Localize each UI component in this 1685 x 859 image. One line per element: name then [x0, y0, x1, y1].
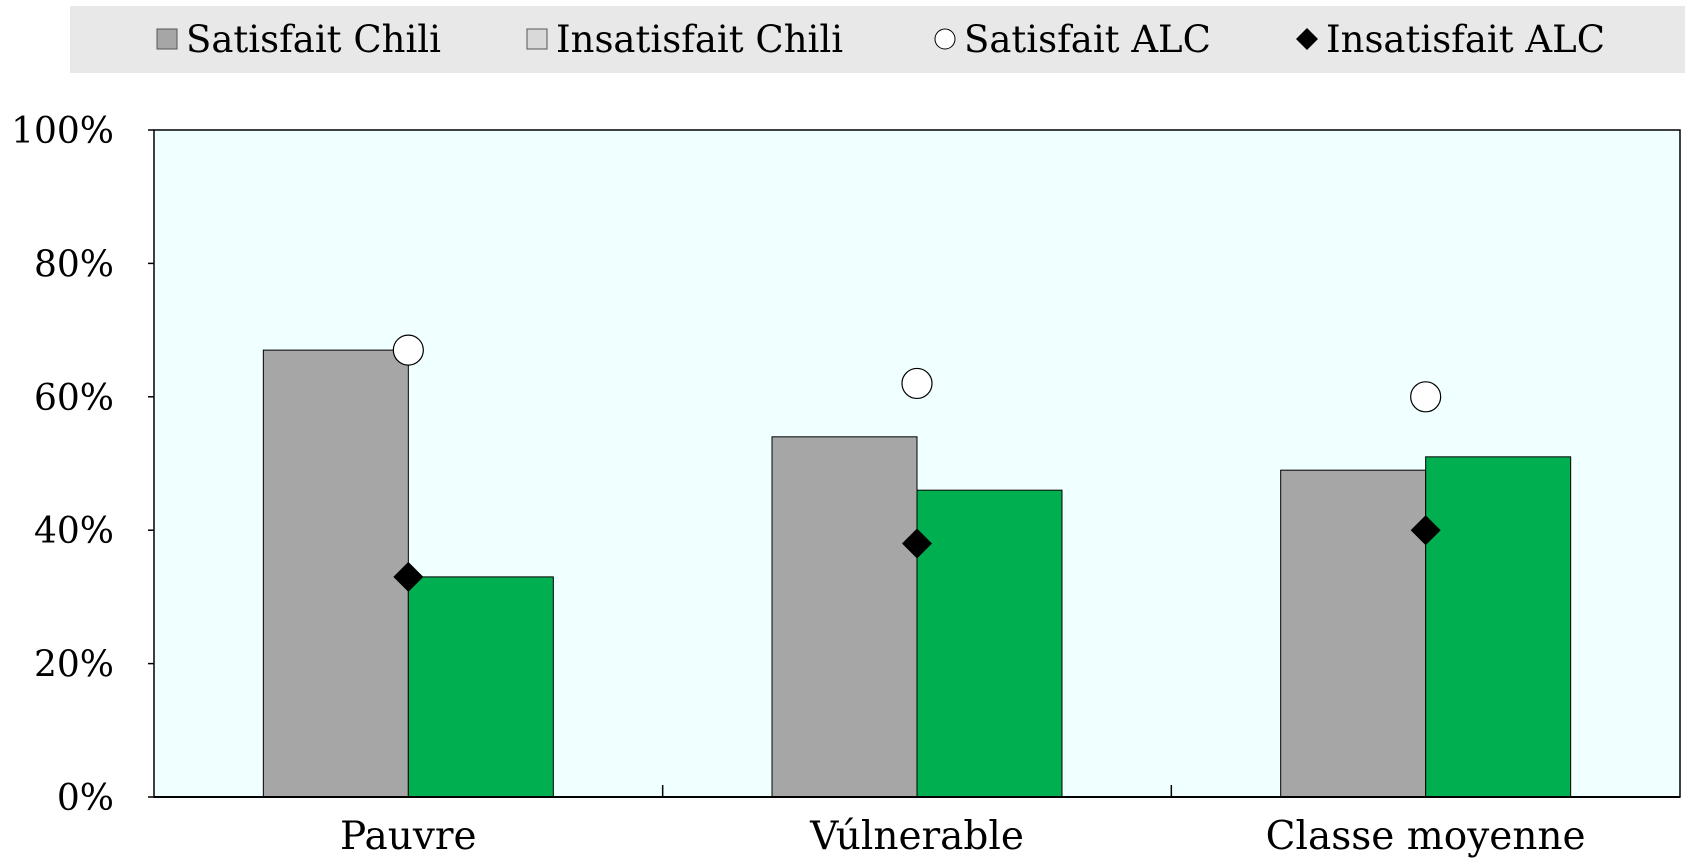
legend-marker-insatisfait-alc: [1296, 28, 1318, 50]
legend-background: [70, 6, 1685, 73]
legend-label-satisfait-chili: Satisfait Chili: [186, 18, 441, 61]
marker-insatisfait-alc-classe-moyenne: [1410, 515, 1441, 546]
bar-insatisfait-chili-vulnerable: [916, 489, 1063, 798]
x-tick-label: Vúlnerable: [809, 814, 1024, 859]
x-tick-label: Classe moyenne: [1266, 814, 1586, 859]
y-tick-label: 60%: [34, 378, 114, 419]
y-tick-label: 80%: [34, 244, 114, 285]
y-tick-label: 20%: [34, 645, 114, 686]
axes: 0% 20% 40% 60% 80% 100% Pauvre Vúlnerable Classe…: [11, 111, 1680, 859]
bar-satisfait-chili-pauvre: [262, 349, 409, 798]
bar-insatisfait-chili-pauvre: [407, 576, 554, 798]
marker-satisfait-alc-classe-moyenne: [1410, 381, 1442, 413]
legend-label-insatisfait-alc: Insatisfait ALC: [1326, 18, 1605, 61]
bar-insatisfait-chili-classe-moyenne: [1425, 456, 1572, 798]
legend-label-insatisfait-chili: Insatisfait Chili: [556, 18, 843, 61]
legend-swatch-satisfait-chili: [156, 28, 178, 50]
legend-marker-satisfait-alc: [934, 28, 956, 50]
y-tick-label: 40%: [34, 511, 114, 552]
bars: [262, 349, 1572, 798]
marker-insatisfait-alc-vulnerable: [902, 528, 932, 559]
marker-satisfait-alc-pauvre: [392, 334, 424, 366]
marker-insatisfait-alc-pauvre: [393, 561, 424, 592]
legend-swatch-insatisfait-chili: [526, 28, 548, 50]
legend: Satisfait Chili Insatisfait Chili Satisfai…: [70, 6, 1685, 73]
y-tick-label: 0%: [57, 778, 114, 819]
bar-satisfait-chili-classe-moyenne: [1280, 469, 1427, 798]
legend-label-satisfait-alc: Satisfait ALC: [964, 18, 1211, 61]
x-tick-label: Pauvre: [340, 814, 477, 859]
y-tick-label: 100%: [11, 111, 114, 152]
bar-satisfait-chili-vulnerable: [771, 436, 918, 798]
marker-satisfait-alc-vulnerable: [901, 367, 933, 400]
markers: [392, 334, 1442, 592]
